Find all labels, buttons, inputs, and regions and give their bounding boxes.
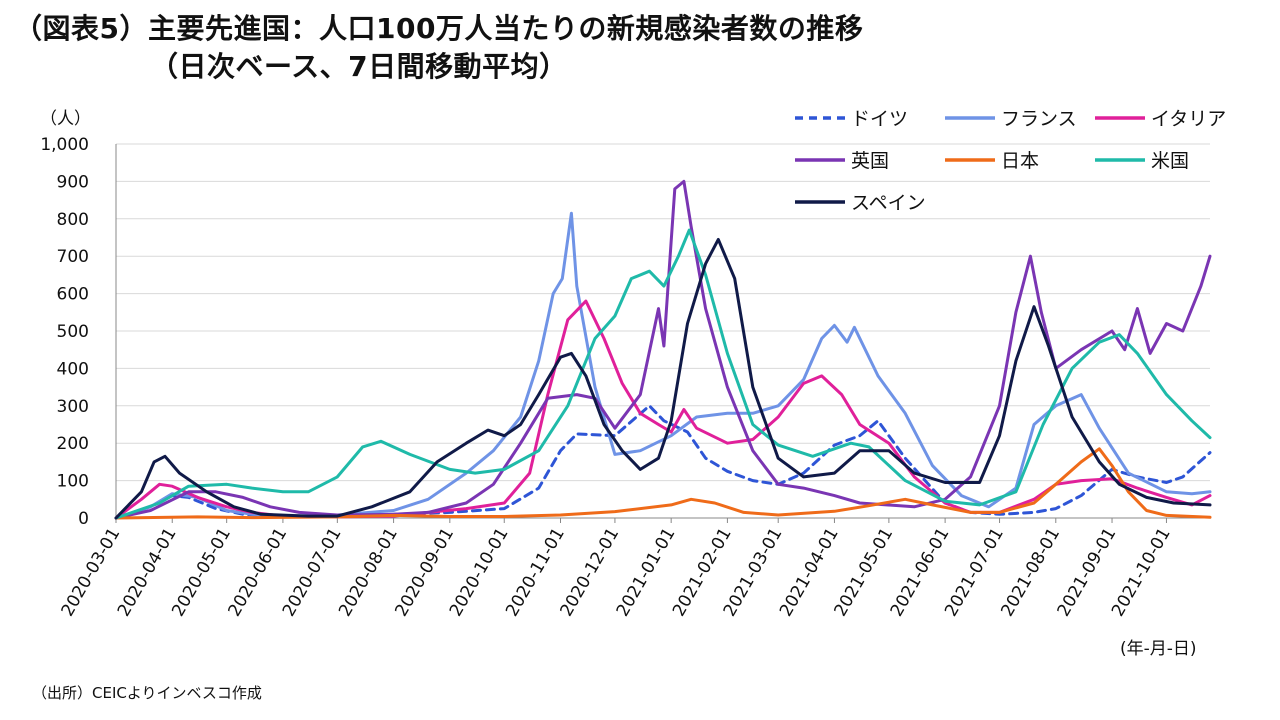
x-tick-label: 2020-05-01: [168, 525, 235, 621]
legend-label: ドイツ: [851, 108, 908, 130]
x-axis-unit: (年-月-日): [1120, 639, 1197, 659]
y-tick-label: 700: [57, 247, 89, 267]
x-tick-label: 2021-10-01: [1108, 525, 1175, 621]
series-line-ドイツ: [114, 404, 1212, 520]
legend-label: スペイン: [851, 192, 926, 214]
x-tick-label: 2020-12-01: [557, 525, 624, 621]
y-tick-label: 900: [57, 172, 89, 192]
x-tick-label: 2020-10-01: [446, 525, 513, 621]
y-tick-label: 1,000: [40, 135, 89, 155]
y-tick-label: 200: [57, 434, 89, 454]
y-tick-label: 300: [57, 397, 89, 417]
series-lines: [114, 179, 1212, 520]
x-tick-label: 2021-08-01: [997, 525, 1064, 621]
series-line-日本: [114, 447, 1212, 520]
y-tick-label: 400: [57, 359, 89, 379]
y-tick-label: 500: [57, 322, 89, 342]
legend-label: フランス: [1001, 108, 1077, 130]
series-line-米国: [114, 228, 1212, 520]
legend-label: 英国: [851, 150, 889, 172]
legend-label: 米国: [1151, 150, 1189, 172]
y-tick-labels: 0 100 200 300 400 500 600 700 800 900 1,000: [40, 135, 89, 529]
x-tick-label: 2021-01-01: [613, 525, 680, 621]
series-line-英国: [114, 179, 1212, 520]
gridlines: [116, 143, 1210, 482]
y-tick-label: 100: [57, 472, 89, 492]
x-tick-label: 2020-07-01: [279, 525, 346, 621]
x-tick-labels: 2020-03-012020-04-012020-05-012020-06-01…: [58, 518, 1175, 620]
x-tick-label: 2021-05-01: [830, 525, 897, 621]
y-axis-unit: （人）: [40, 109, 91, 129]
y-tick-label: 800: [57, 210, 89, 230]
series-line-フランス: [114, 211, 1212, 520]
legend-label: 日本: [1001, 150, 1039, 172]
x-tick-label: 2020-03-01: [58, 525, 125, 621]
title-line1: （図表5）主要先進国：人口100万人当たりの新規感染者数の推移: [14, 12, 864, 45]
x-tick-label: 2021-07-01: [941, 525, 1008, 621]
source-note: （出所）CEICよりインベスコ作成: [32, 684, 262, 702]
series-line-スペイン: [114, 237, 1212, 520]
y-tick-label: 600: [57, 285, 89, 305]
y-tick-label: 0: [78, 509, 89, 529]
x-tick-label: 2020-08-01: [335, 525, 402, 621]
title-line2: （日次ベース、7日間移動平均）: [150, 50, 568, 83]
chart-title: （図表5）主要先進国：人口100万人当たりの新規感染者数の推移 （日次ベース、7…: [14, 10, 863, 86]
legend-label: イタリア: [1151, 108, 1226, 130]
